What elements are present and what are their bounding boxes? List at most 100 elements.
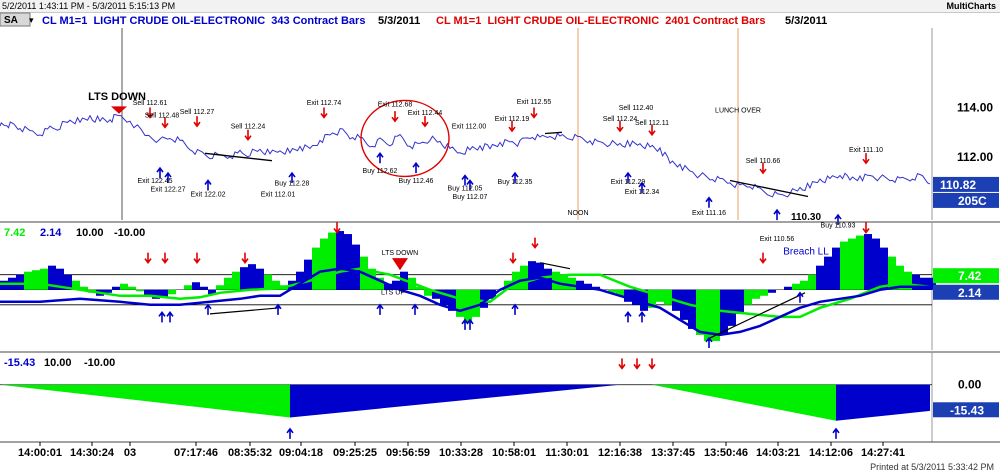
osc-histogram-bar xyxy=(712,289,720,341)
osc-lts-triangle xyxy=(392,258,408,271)
price-annotation: Exit 112.34 xyxy=(625,189,660,196)
buy-arrow xyxy=(376,151,384,164)
osc-histogram-bar xyxy=(848,238,856,290)
price-annotation: Buy 112.28 xyxy=(275,180,310,187)
time-tick-label: 03 xyxy=(124,447,136,459)
price-annotation: Buy 112.35 xyxy=(498,179,533,186)
osc-trend-line xyxy=(539,262,571,270)
time-badge xyxy=(933,192,999,208)
osc-histogram-bar xyxy=(368,268,376,290)
momentum-panel[interactable]: -15.43 10.00 -10.00 0.00 -15.43 xyxy=(0,351,1000,442)
osc-histogram-bar xyxy=(520,265,528,290)
osc-histogram-bar xyxy=(912,274,920,290)
osc-histogram-bar xyxy=(320,238,328,290)
sell-arrow xyxy=(862,153,870,165)
osc-histogram-bar xyxy=(416,286,424,290)
price-annotation: Exit 112.44 xyxy=(408,110,443,117)
osc-histogram-bar xyxy=(456,289,464,317)
highlight-circle xyxy=(360,99,450,178)
price-annotation: Exit 111.16 xyxy=(692,210,726,217)
osc-histogram-bar xyxy=(376,277,384,290)
osc-buy-arrow xyxy=(796,291,804,303)
osc-histogram-bar xyxy=(480,289,488,308)
osc-histogram-bar xyxy=(392,280,400,290)
osc-buy-arrow xyxy=(466,318,474,330)
oscillator-panel[interactable]: 7.42 2.14 10.00 -10.00 LTS DOWN LTS UP 7.42 2.1… xyxy=(0,221,1000,350)
price-annotation: Exit 122.45 xyxy=(137,178,172,185)
osc-histogram-bar xyxy=(528,261,536,290)
trend-line xyxy=(544,131,563,135)
osc-histogram-bar xyxy=(112,286,120,290)
osc-sell-arrow xyxy=(509,252,517,264)
osc-title-value: 10.00 xyxy=(76,227,104,239)
osc-histogram-bar xyxy=(64,274,72,290)
header-red-date: 5/3/2011 xyxy=(785,15,827,27)
buy-arrow xyxy=(461,174,469,186)
osc-histogram-bar xyxy=(768,289,776,293)
osc-histogram-bar xyxy=(824,256,832,290)
buy-arrow xyxy=(624,171,632,184)
price-annotation: Buy 112.07 xyxy=(453,194,488,201)
osc-histogram-bar xyxy=(784,286,792,290)
osc-histogram-bar xyxy=(792,283,800,290)
osc-histogram-bar xyxy=(424,289,432,296)
mom-buy-arrow xyxy=(286,427,294,439)
buy-arrow xyxy=(834,213,842,226)
price-annotation: Exit 122.02 xyxy=(190,192,225,199)
osc-histogram-bar xyxy=(880,247,888,290)
osc-histogram-bar xyxy=(872,238,880,290)
price-annotation: Sell 112.40 xyxy=(619,105,654,112)
osc-histogram-bar xyxy=(840,241,848,290)
time-badge-label: 205C xyxy=(958,194,987,208)
osc-sell-arrow xyxy=(862,222,870,234)
osc-green-badge xyxy=(933,268,999,284)
sell-arrow xyxy=(146,107,154,119)
time-tick-label: 11:30:01 xyxy=(545,447,588,459)
osc-histogram-bar xyxy=(32,270,40,290)
osc-buy-arrow xyxy=(376,303,384,315)
osc-histogram-bar xyxy=(296,271,304,290)
osc-histogram-bar xyxy=(696,289,704,335)
time-tick-label: 14:12:06 xyxy=(809,447,853,459)
osc-histogram-bar xyxy=(120,283,128,290)
time-tick-label: 13:37:45 xyxy=(651,447,695,459)
chart-canvas[interactable]: SA ▾ CL M1=1 LIGHT CRUDE OIL-ELECTRONIC … xyxy=(0,12,1000,462)
osc-histogram-bar xyxy=(800,280,808,290)
osc-buy-arrow xyxy=(274,303,282,315)
osc-histogram-bar xyxy=(40,268,48,290)
app-name: MultiCharts xyxy=(946,1,997,11)
buy-arrow xyxy=(204,179,212,191)
osc-sell-arrow xyxy=(759,252,767,264)
header-blue-symbol: CL M1=1 LIGHT CRUDE OIL-ELECTRONIC 343 C… xyxy=(42,15,372,27)
osc-histogram-bar xyxy=(920,277,928,290)
osc-histogram-bar xyxy=(552,271,560,290)
sa-button[interactable] xyxy=(0,12,31,27)
osc-green-value: 7.42 xyxy=(958,269,982,283)
osc-histogram-bar xyxy=(264,274,272,290)
osc-histogram-bar xyxy=(272,280,280,290)
dropdown-arrow-icon[interactable]: ▾ xyxy=(29,15,34,25)
osc-histogram-bar xyxy=(744,289,752,305)
sell-arrow xyxy=(161,117,169,129)
sell-arrow xyxy=(759,163,767,175)
osc-histogram-bar xyxy=(344,234,352,290)
osc-histogram-bar xyxy=(144,289,152,296)
osc-histogram-bar xyxy=(168,289,176,295)
price-annotation: NOON xyxy=(568,210,589,217)
osc-sell-arrow xyxy=(241,252,249,264)
osc-histogram-bar xyxy=(688,289,696,329)
price-annotation: Exit 110.56 xyxy=(760,236,795,243)
buy-arrow xyxy=(466,179,474,191)
osc-title-value: 7.42 xyxy=(4,227,25,239)
price-tick-label: 114.00 xyxy=(957,100,993,114)
osc-histogram-bar xyxy=(864,234,872,290)
window-title-bar: 5/2/2011 1:43:11 PM - 5/3/2011 5:15:13 P… xyxy=(0,0,1000,13)
price-annotation: Buy 110.93 xyxy=(821,222,856,229)
price-annotation: Buy 112.62 xyxy=(363,168,398,175)
osc-histogram-bar xyxy=(760,289,768,296)
osc-histogram-bar xyxy=(0,280,8,290)
price-annotation: Exit 111.10 xyxy=(849,147,883,154)
buy-arrow xyxy=(412,161,420,174)
price-annotation: Breach LL xyxy=(783,247,829,258)
